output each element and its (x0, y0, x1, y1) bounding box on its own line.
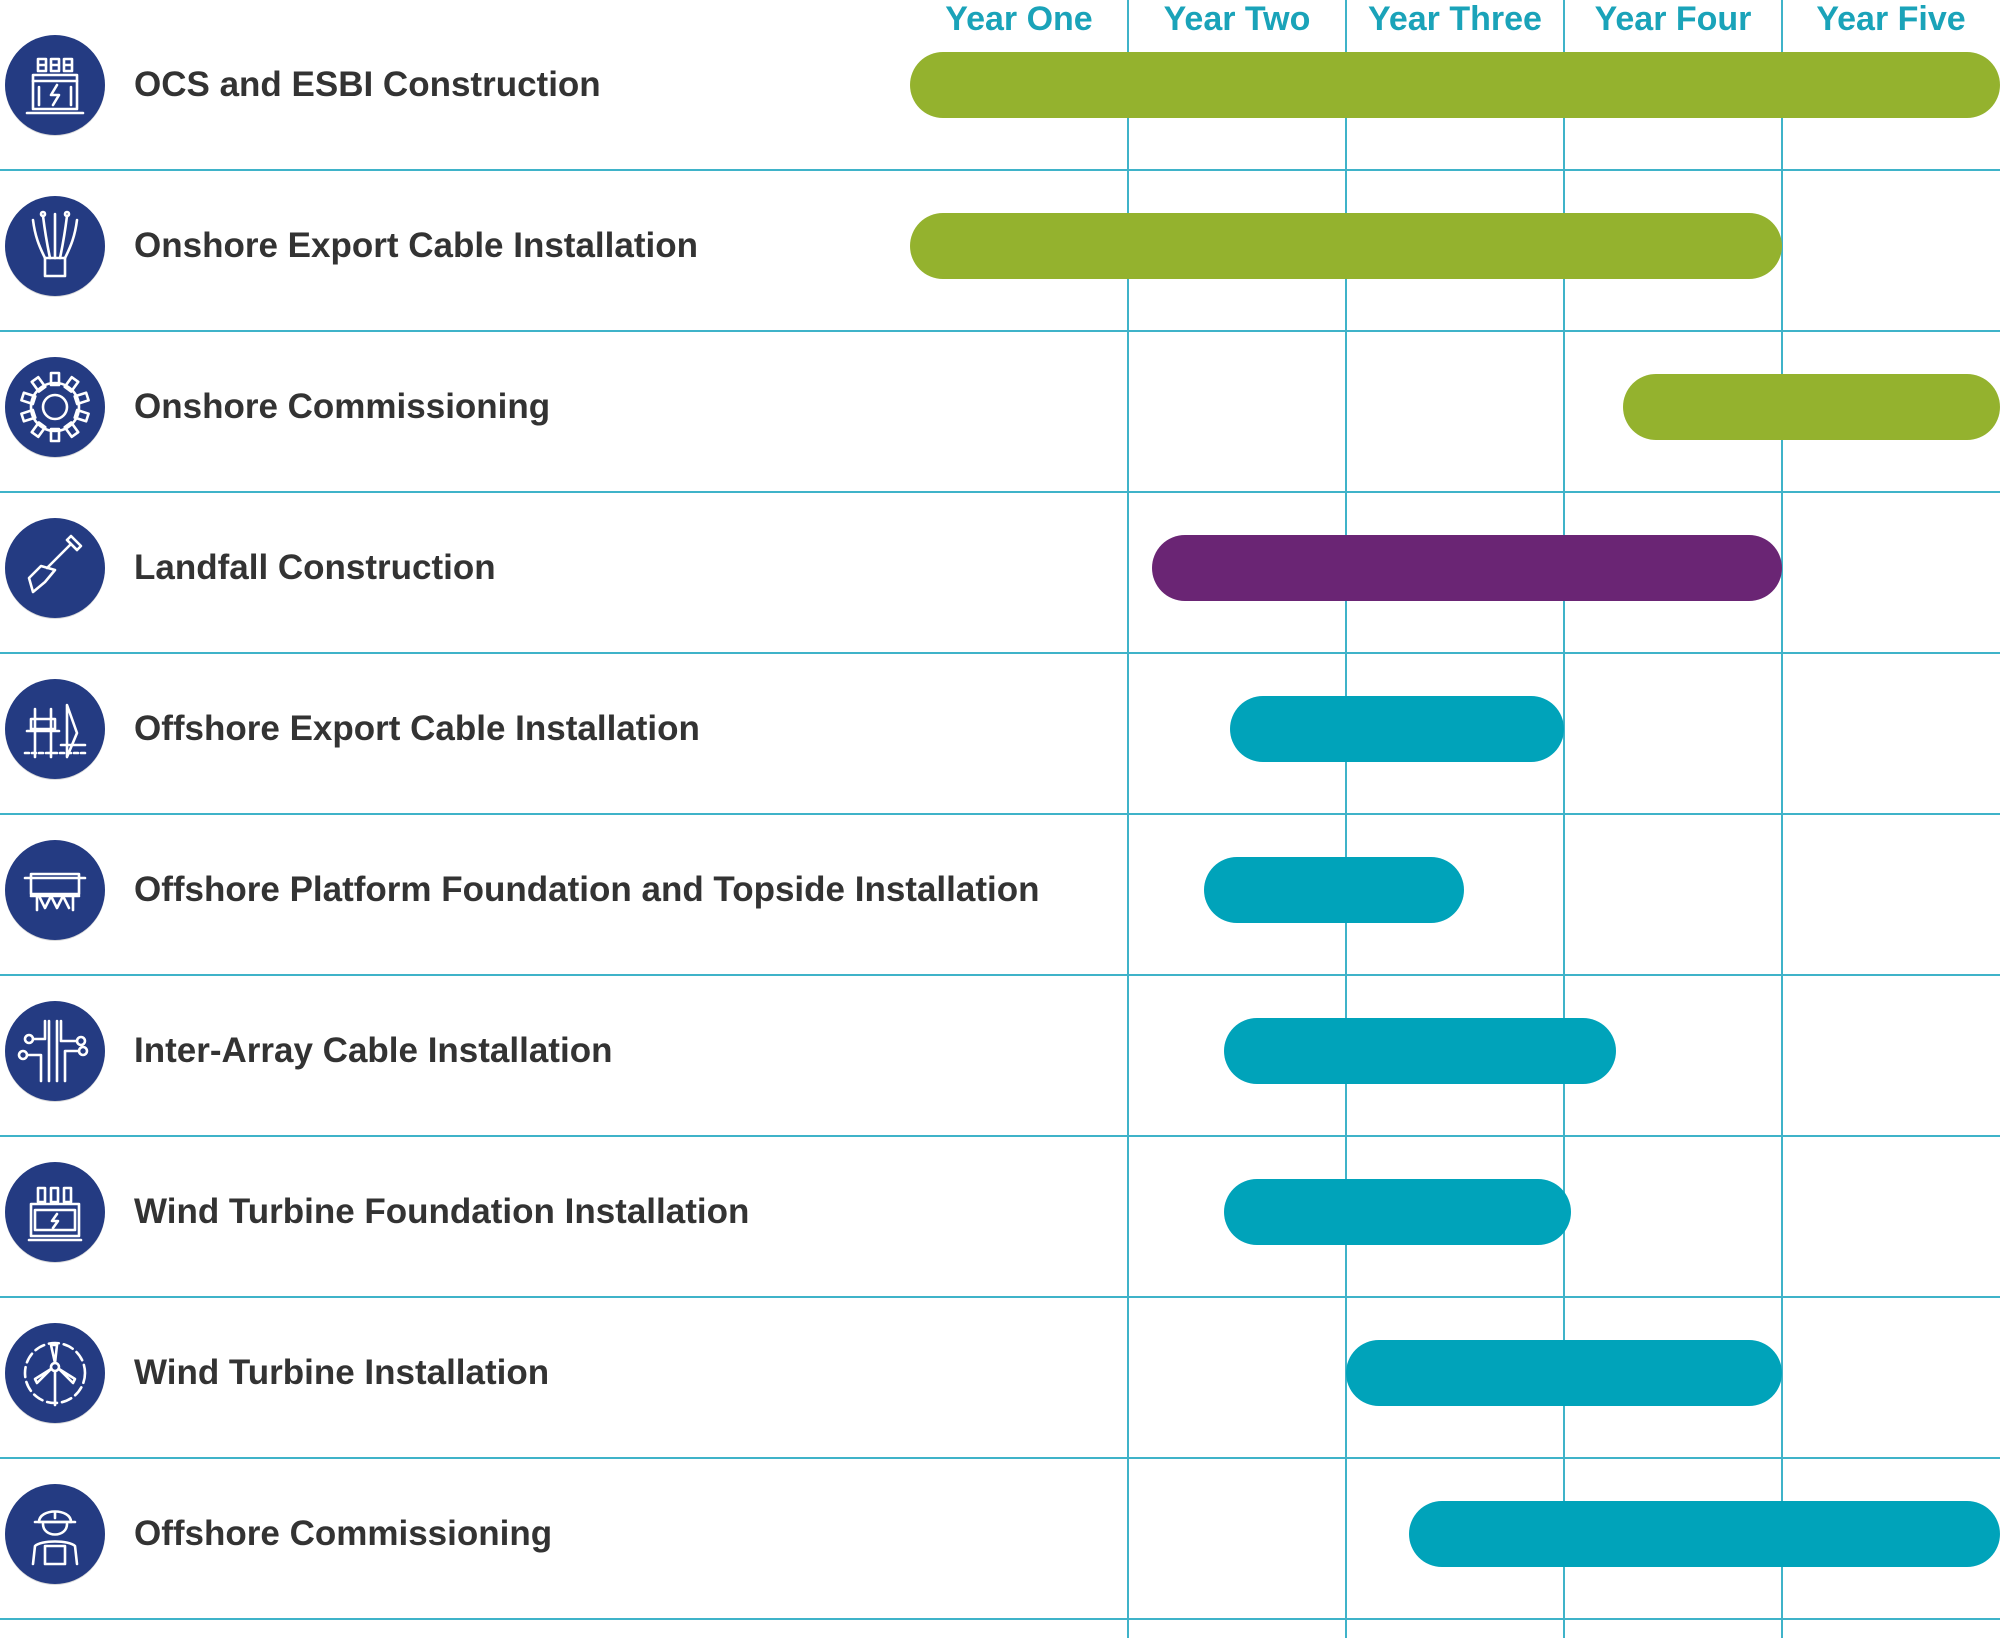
task-bar (1346, 1339, 1782, 1406)
task-label: Offshore Commissioning (134, 1513, 553, 1553)
row-divider (0, 1135, 2000, 1137)
task-bar (910, 212, 1782, 279)
substation-icon (5, 34, 105, 135)
row-divider (0, 169, 2000, 171)
task-bar (1223, 1017, 1617, 1084)
task-label: Landfall Construction (134, 547, 496, 587)
row-divider (0, 1618, 2000, 1620)
platform-icon (5, 839, 105, 940)
task-label: Inter-Array Cable Installation (134, 1030, 613, 1070)
task-label: Onshore Commissioning (134, 386, 551, 426)
wind-turbine-icon (5, 1322, 105, 1423)
year-label: Year One (945, 0, 1093, 38)
task-label: OCS and ESBI Construction (134, 64, 601, 104)
row-divider (0, 330, 2000, 332)
task-label: Offshore Export Cable Installation (134, 708, 700, 748)
year-gridline (1563, 0, 1565, 1638)
row-divider (0, 813, 2000, 815)
year-label: Year Two (1163, 0, 1311, 38)
task-bar (1151, 534, 1782, 601)
task-bar (1223, 1178, 1571, 1245)
circuit-icon (5, 1000, 105, 1101)
worker-icon (5, 1483, 105, 1584)
task-label: Wind Turbine Foundation Installation (134, 1191, 750, 1231)
task-label: Offshore Platform Foundation and Topside… (134, 869, 1040, 909)
transformer-icon (5, 1161, 105, 1262)
year-gridline (1127, 0, 1129, 1638)
gear-icon (5, 356, 105, 457)
row-divider (0, 491, 2000, 493)
shovel-icon (5, 517, 105, 618)
year-gridline (1781, 0, 1783, 1638)
year-gridline (1345, 0, 1347, 1638)
offshore-rig-icon (5, 678, 105, 779)
year-label: Year Five (1816, 0, 1966, 38)
task-bar (1409, 1500, 2000, 1567)
row-divider (0, 652, 2000, 654)
task-label: Wind Turbine Installation (134, 1352, 550, 1392)
task-bar (910, 51, 2000, 118)
task-label: Onshore Export Cable Installation (134, 225, 698, 265)
year-label: Year Three (1368, 0, 1542, 38)
row-divider (0, 1296, 2000, 1298)
row-divider (0, 1457, 2000, 1459)
row-divider (0, 974, 2000, 976)
task-bar (1204, 856, 1464, 923)
cable-bundle-icon (5, 195, 105, 296)
year-label: Year Four (1594, 0, 1752, 38)
task-bar (1230, 695, 1564, 762)
task-bar (1622, 373, 2000, 440)
